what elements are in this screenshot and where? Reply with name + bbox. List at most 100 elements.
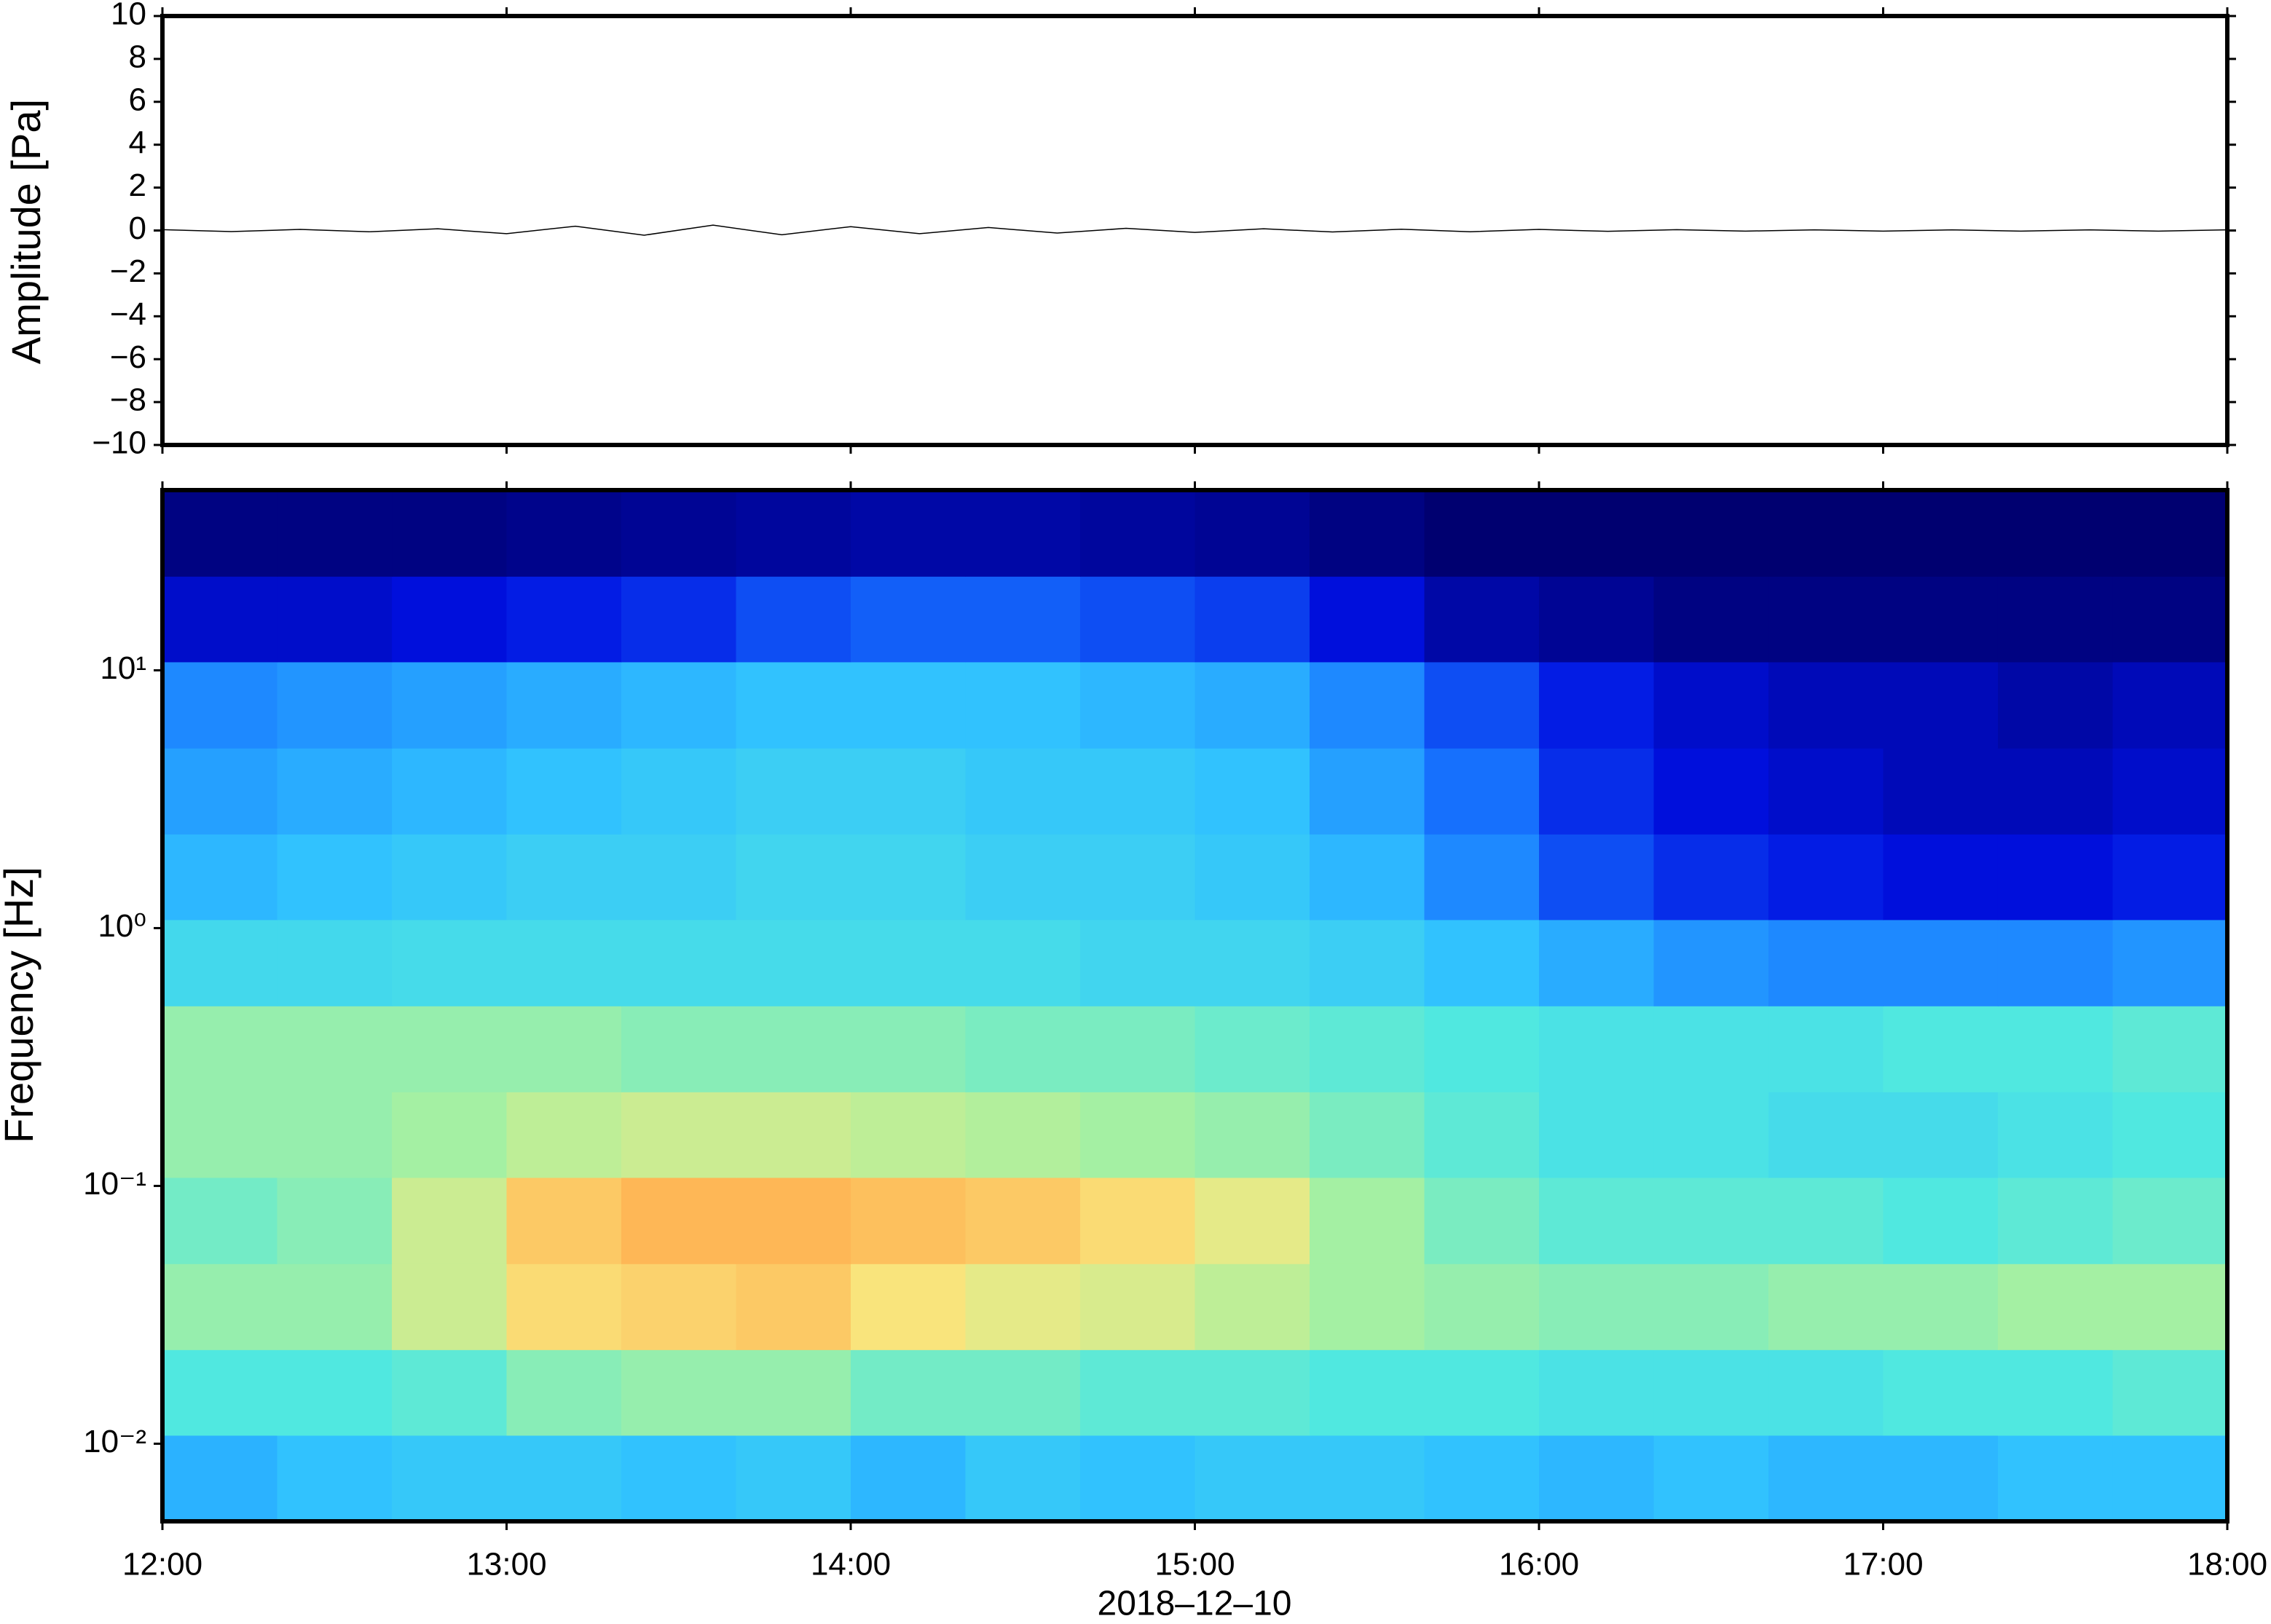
cell [1997, 748, 2114, 835]
cell [162, 834, 278, 921]
cell [1768, 490, 1884, 577]
cell [621, 834, 737, 921]
cell [1309, 1177, 1425, 1264]
cell [506, 834, 622, 921]
cell [621, 1264, 737, 1350]
cell [1309, 576, 1425, 663]
cell [736, 1264, 851, 1350]
cell [392, 661, 508, 749]
cell [965, 576, 1081, 663]
cell [1424, 1092, 1540, 1178]
cell [392, 748, 508, 835]
cell [1080, 1177, 1196, 1264]
cell [2112, 1349, 2228, 1436]
cell [277, 576, 393, 663]
cell [1539, 1349, 1655, 1436]
cell [621, 1435, 737, 1522]
cell [1424, 919, 1540, 1006]
cell [736, 1006, 851, 1092]
y-tick-label: −6 [110, 339, 146, 375]
cell [506, 661, 622, 749]
cell [392, 1092, 508, 1178]
cell [1539, 1177, 1655, 1264]
cell [851, 1092, 967, 1178]
cell [1424, 748, 1540, 835]
cell [162, 1349, 278, 1436]
y-tick-label: 10⁻¹ [83, 1166, 146, 1202]
cell [506, 748, 622, 835]
cell [1768, 661, 1884, 749]
cell [1653, 1264, 1769, 1350]
cell [1539, 661, 1655, 749]
cell [1653, 490, 1769, 577]
cell [1080, 490, 1196, 577]
cell [277, 490, 393, 577]
cell [506, 919, 622, 1006]
cell [965, 1092, 1081, 1178]
cell [277, 1264, 393, 1350]
cell [1309, 1349, 1425, 1436]
y-tick-label: 2 [129, 167, 146, 203]
cell [277, 1006, 393, 1092]
cell [1768, 1435, 1884, 1522]
cell [1997, 661, 2114, 749]
cell [1309, 748, 1425, 835]
cell [506, 1264, 622, 1350]
cell [2112, 1435, 2228, 1522]
cell [736, 1092, 851, 1178]
cell [1883, 1092, 1999, 1178]
cell [1653, 748, 1769, 835]
cell [1539, 1006, 1655, 1092]
cell [621, 1177, 737, 1264]
y-tick-label: 10⁻² [83, 1424, 146, 1459]
cell [1768, 1264, 1884, 1350]
cell [965, 834, 1081, 921]
cell [392, 919, 508, 1006]
cell [162, 1092, 278, 1178]
cell [162, 1435, 278, 1522]
cell [1883, 919, 1999, 1006]
cell [1997, 1435, 2114, 1522]
cell [1080, 834, 1196, 921]
cell [2112, 576, 2228, 663]
cell [851, 576, 967, 663]
cell [1194, 1435, 1310, 1522]
y-axis-label: Amplitude [Pa] [3, 99, 49, 364]
cell [392, 834, 508, 921]
cell [1424, 661, 1540, 749]
cell [1194, 661, 1310, 749]
cell [1883, 490, 1999, 577]
cell [392, 1264, 508, 1350]
y-tick-label: −4 [110, 296, 146, 332]
cell [736, 919, 851, 1006]
cell [1883, 1006, 1999, 1092]
cell [1309, 1092, 1425, 1178]
cell [621, 748, 737, 835]
cell [2112, 1006, 2228, 1092]
cell [1997, 1006, 2114, 1092]
cell [1309, 1006, 1425, 1092]
cell [1194, 490, 1310, 577]
cell [965, 748, 1081, 835]
cell [621, 1349, 737, 1436]
spectrogram [162, 490, 2228, 1522]
cell [1309, 919, 1425, 1006]
x-tick-label: 15:00 [1154, 1547, 1235, 1582]
cell [392, 1006, 508, 1092]
cell [1883, 1264, 1999, 1350]
cell [392, 1435, 508, 1522]
cell [1883, 1435, 1999, 1522]
cell [1539, 1092, 1655, 1178]
cell [1424, 1006, 1540, 1092]
cell [2112, 834, 2228, 921]
x-tick-label: 17:00 [1843, 1547, 1923, 1582]
frame [160, 488, 2229, 1524]
cell [162, 661, 278, 749]
cell [1309, 1435, 1425, 1522]
cell [1653, 661, 1769, 749]
x-tick-label: 16:00 [1499, 1547, 1579, 1582]
cell [1883, 1349, 1999, 1436]
cell [1080, 1006, 1196, 1092]
cell [2112, 748, 2228, 835]
cell [1194, 1349, 1310, 1436]
